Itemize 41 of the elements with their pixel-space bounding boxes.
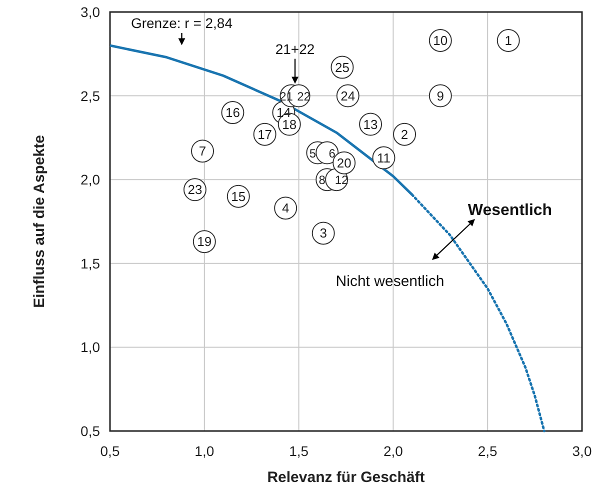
annotation: 21+22	[275, 40, 315, 57]
x-tick-label: 2,5	[478, 443, 498, 459]
y-axis-title: Einfluss auf die Aspekte	[31, 135, 48, 308]
annotation: 5	[309, 146, 316, 160]
x-tick-label: 0,5	[100, 443, 120, 459]
y-tick-label: 3,0	[80, 4, 100, 20]
annotation: 25	[334, 60, 350, 75]
point	[191, 140, 214, 163]
annotation: 13	[363, 116, 378, 132]
y-tick-label: 1,0	[80, 339, 100, 356]
x-tick-label: 1,5	[289, 443, 309, 459]
annotation: 11	[377, 150, 391, 166]
annotation: 20	[336, 155, 352, 170]
annotation: 23	[188, 182, 202, 198]
annotation: Wesentlich	[468, 202, 552, 219]
annotation: 2	[400, 126, 408, 142]
annotation: 3	[320, 226, 327, 241]
annotation: 19	[197, 234, 212, 250]
annotation: 1	[504, 32, 512, 48]
annotation: Nicht wesentlich	[336, 273, 444, 290]
annotation: 4	[282, 200, 290, 216]
point	[496, 28, 520, 52]
annotation: Grenze: r = 2,84	[130, 15, 233, 31]
y-tick-label: 1,5	[80, 255, 100, 272]
annotation: 16	[225, 105, 240, 120]
x-tick-label: 3,0	[572, 443, 592, 459]
annotation: 17	[258, 126, 272, 142]
annotation: 18	[282, 116, 297, 132]
annotation: 24	[340, 88, 356, 104]
annotation: 10	[433, 32, 448, 48]
annotation: 9	[436, 88, 444, 104]
y-tick-label: 0,5	[80, 423, 100, 439]
annotation: 7	[198, 144, 206, 159]
y-tick-label: 2,5	[80, 88, 100, 104]
x-tick-label: 2,0	[383, 443, 404, 459]
x-tick-label: 1,0	[194, 443, 214, 459]
x-axis-title: Relevanz für Geschäft	[267, 469, 425, 486]
y-tick-label: 2,0	[80, 172, 100, 188]
annotation: 15	[231, 188, 246, 204]
annotation: 8	[318, 173, 326, 188]
annotation: 6	[328, 146, 336, 160]
